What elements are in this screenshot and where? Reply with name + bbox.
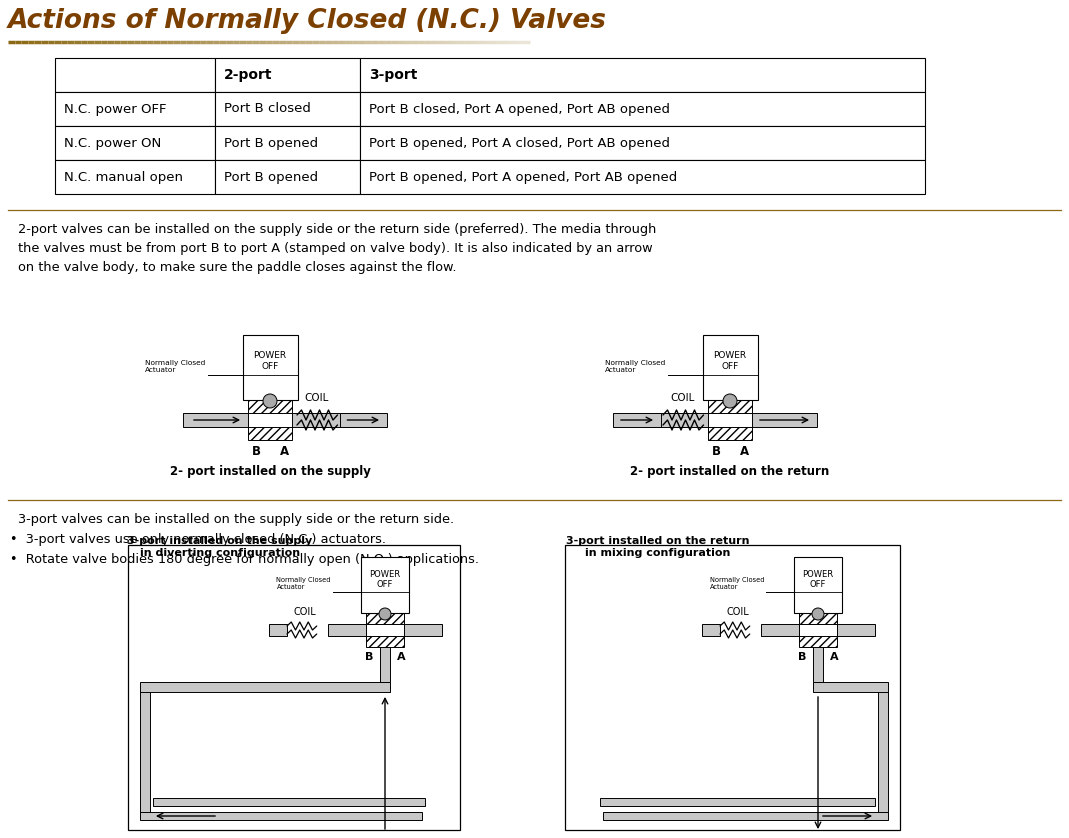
Bar: [243, 335, 297, 400]
Text: Actions of Normally Closed (N.C.) Valves: Actions of Normally Closed (N.C.) Valves: [7, 8, 607, 34]
Text: B: B: [712, 445, 721, 458]
Bar: [215, 92, 360, 126]
Bar: [366, 624, 404, 636]
Text: Normally Closed
Actuator: Normally Closed Actuator: [277, 577, 331, 590]
Text: COIL: COIL: [727, 607, 749, 617]
Bar: [340, 413, 387, 427]
Bar: [708, 427, 752, 440]
Text: 3-port installed on the return
in mixing configuration: 3-port installed on the return in mixing…: [567, 536, 749, 558]
Bar: [248, 400, 292, 413]
Text: B: B: [365, 652, 373, 662]
Circle shape: [723, 394, 737, 408]
Bar: [837, 624, 876, 636]
Bar: [215, 160, 360, 194]
Text: 3-port: 3-port: [369, 68, 417, 82]
Text: Normally Closed
Actuator: Normally Closed Actuator: [605, 360, 666, 373]
Text: A: A: [830, 652, 838, 662]
Text: •  3-port valves use only normally closed (N.C.) actuators.: • 3-port valves use only normally closed…: [10, 533, 386, 546]
Text: Port B opened, Port A closed, Port AB opened: Port B opened, Port A closed, Port AB op…: [369, 137, 670, 149]
Bar: [702, 624, 721, 636]
Bar: [566, 545, 900, 830]
Text: POWER
OFF: POWER OFF: [713, 351, 746, 370]
Text: COIL: COIL: [671, 393, 695, 403]
Bar: [379, 647, 390, 682]
Circle shape: [263, 394, 277, 408]
Text: N.C. power ON: N.C. power ON: [64, 137, 161, 149]
Bar: [799, 613, 837, 624]
Text: •  Rotate valve bodies 180 degree for normally open (N.O.) applications.: • Rotate valve bodies 180 degree for nor…: [10, 553, 479, 566]
Bar: [814, 682, 888, 692]
Text: N.C. manual open: N.C. manual open: [64, 170, 183, 184]
Circle shape: [812, 608, 824, 620]
Bar: [799, 636, 837, 647]
Bar: [248, 427, 292, 440]
Bar: [128, 545, 460, 830]
Text: Port B closed, Port A opened, Port AB opened: Port B closed, Port A opened, Port AB op…: [369, 102, 670, 116]
Text: 2- port installed on the return: 2- port installed on the return: [631, 465, 830, 478]
Bar: [269, 624, 286, 636]
Bar: [799, 624, 837, 636]
Bar: [613, 413, 661, 427]
Bar: [360, 92, 925, 126]
Bar: [55, 160, 215, 194]
Bar: [140, 692, 150, 812]
Bar: [328, 624, 366, 636]
Bar: [248, 413, 292, 427]
Bar: [878, 692, 888, 812]
Text: B: B: [797, 652, 806, 662]
Bar: [215, 58, 360, 92]
Text: A: A: [397, 652, 405, 662]
Bar: [360, 126, 925, 160]
Bar: [708, 400, 752, 413]
Bar: [366, 613, 404, 624]
Bar: [55, 126, 215, 160]
Bar: [360, 160, 925, 194]
Text: 3-port installed on the supply
in diverting configuration: 3-port installed on the supply in divert…: [127, 536, 312, 558]
Text: POWER
OFF: POWER OFF: [253, 351, 286, 370]
Bar: [140, 812, 422, 820]
Bar: [642, 413, 817, 427]
Text: A: A: [740, 445, 748, 458]
Text: 2-port valves can be installed on the supply side or the return side (preferred): 2-port valves can be installed on the su…: [18, 223, 656, 236]
Text: B: B: [251, 445, 261, 458]
Bar: [360, 58, 925, 92]
Bar: [702, 335, 758, 400]
Bar: [600, 798, 876, 806]
Bar: [366, 636, 404, 647]
Bar: [153, 798, 425, 806]
Bar: [55, 92, 215, 126]
Bar: [603, 812, 888, 820]
Text: Normally Closed
Actuator: Normally Closed Actuator: [710, 577, 764, 590]
Bar: [814, 647, 823, 682]
Bar: [761, 624, 799, 636]
Text: POWER
OFF: POWER OFF: [370, 570, 401, 589]
Bar: [183, 413, 357, 427]
Text: Port B opened: Port B opened: [224, 170, 319, 184]
Bar: [140, 682, 390, 692]
Text: the valves must be from port B to port A (stamped on valve body). It is also ind: the valves must be from port B to port A…: [18, 242, 653, 255]
Text: on the valve body, to make sure the paddle closes against the flow.: on the valve body, to make sure the padd…: [18, 261, 456, 274]
Text: Port B closed: Port B closed: [224, 102, 311, 116]
Text: COIL: COIL: [294, 607, 316, 617]
Text: N.C. power OFF: N.C. power OFF: [64, 102, 167, 116]
Text: A: A: [279, 445, 289, 458]
Text: Port B opened, Port A opened, Port AB opened: Port B opened, Port A opened, Port AB op…: [369, 170, 678, 184]
Text: 2- port installed on the supply: 2- port installed on the supply: [170, 465, 371, 478]
Bar: [794, 557, 842, 613]
Bar: [708, 413, 752, 427]
Text: POWER
OFF: POWER OFF: [803, 570, 834, 589]
Text: Normally Closed
Actuator: Normally Closed Actuator: [145, 360, 205, 373]
Text: 3-port valves can be installed on the supply side or the return side.: 3-port valves can be installed on the su…: [18, 513, 454, 526]
Bar: [55, 58, 215, 92]
Text: 2-port: 2-port: [224, 68, 273, 82]
Bar: [215, 126, 360, 160]
Bar: [404, 624, 441, 636]
Circle shape: [379, 608, 391, 620]
Bar: [361, 557, 409, 613]
Text: Port B opened: Port B opened: [224, 137, 319, 149]
Text: COIL: COIL: [305, 393, 329, 403]
